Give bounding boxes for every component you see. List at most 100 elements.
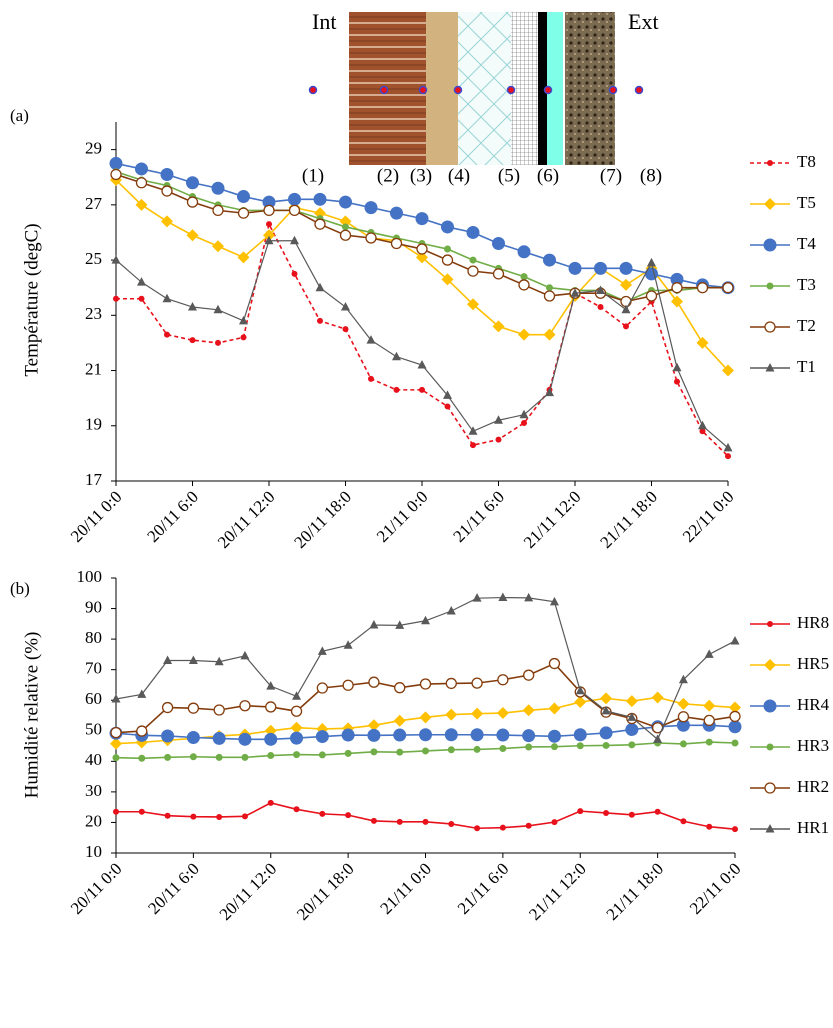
y-tick-label: 27 bbox=[85, 194, 103, 213]
marker bbox=[343, 680, 353, 690]
marker bbox=[543, 254, 556, 267]
marker bbox=[188, 197, 198, 207]
marker bbox=[240, 701, 250, 711]
marker bbox=[549, 659, 559, 669]
marker bbox=[367, 729, 380, 742]
wall-section: Int Ext bbox=[310, 9, 659, 165]
marker bbox=[652, 691, 664, 703]
marker bbox=[266, 221, 272, 227]
marker bbox=[394, 387, 400, 393]
marker bbox=[705, 649, 714, 658]
marker bbox=[703, 700, 715, 712]
marker bbox=[139, 809, 145, 815]
marker bbox=[623, 323, 629, 329]
sensor bbox=[420, 87, 427, 94]
marker bbox=[339, 196, 352, 209]
marker bbox=[237, 190, 250, 203]
marker bbox=[474, 825, 480, 831]
marker bbox=[161, 168, 174, 181]
layer-label: (2) bbox=[377, 165, 399, 186]
marker bbox=[647, 291, 657, 301]
marker bbox=[470, 442, 476, 448]
x-tick-label: 21/11 12:0 bbox=[520, 487, 585, 552]
marker bbox=[545, 291, 555, 301]
legend-label: T8 bbox=[797, 152, 816, 171]
legend-label: HR8 bbox=[797, 613, 829, 632]
marker bbox=[645, 267, 658, 280]
marker bbox=[704, 715, 714, 725]
x-tick-label: 20/11 0:0 bbox=[67, 487, 126, 546]
marker bbox=[574, 728, 587, 741]
y-tick-label: 50 bbox=[85, 720, 102, 739]
marker bbox=[471, 708, 483, 720]
sensor bbox=[636, 87, 643, 94]
chart: (b)Humidité relative (%)1020304050607080… bbox=[10, 567, 830, 924]
series bbox=[112, 236, 733, 452]
marker bbox=[551, 743, 558, 750]
marker bbox=[499, 745, 506, 752]
marker bbox=[290, 732, 303, 745]
y-tick-label: 20 bbox=[85, 811, 102, 830]
x-tick-label: 21/11 18:0 bbox=[602, 859, 667, 924]
y-tick-label: 21 bbox=[85, 359, 102, 378]
marker bbox=[161, 215, 173, 227]
marker bbox=[600, 692, 612, 704]
marker bbox=[186, 176, 199, 189]
marker bbox=[725, 453, 731, 459]
series-line bbox=[116, 174, 728, 301]
marker bbox=[214, 705, 224, 715]
y-tick-label: 80 bbox=[85, 628, 102, 647]
marker bbox=[724, 443, 733, 452]
marker bbox=[343, 326, 349, 332]
legend-marker bbox=[767, 744, 774, 751]
layer-label: (6) bbox=[537, 165, 559, 186]
y-tick-label: 29 bbox=[85, 139, 102, 158]
marker bbox=[522, 729, 535, 742]
y-tick-label: 23 bbox=[85, 304, 102, 323]
marker bbox=[546, 284, 553, 291]
marker bbox=[732, 740, 739, 747]
marker bbox=[524, 593, 533, 602]
marker bbox=[345, 812, 351, 818]
y-axis-title: Humidité relative (%) bbox=[21, 632, 42, 799]
legend-label: HR1 bbox=[797, 818, 829, 837]
marker bbox=[680, 740, 687, 747]
marker bbox=[467, 226, 480, 239]
legend-entry: HR4 bbox=[750, 695, 830, 714]
outside-label: Ext bbox=[628, 9, 659, 34]
x-tick-label: 20/11 12:0 bbox=[214, 487, 279, 552]
marker bbox=[603, 810, 609, 816]
legend-entry: HR2 bbox=[750, 777, 829, 796]
legend-marker bbox=[767, 283, 774, 290]
legend-label: HR3 bbox=[797, 736, 829, 755]
series bbox=[113, 739, 739, 762]
marker bbox=[498, 675, 508, 685]
marker bbox=[518, 329, 530, 341]
legend-entry: HR1 bbox=[750, 818, 829, 837]
marker bbox=[190, 337, 196, 343]
marker bbox=[569, 262, 582, 275]
legend-entry: T4 bbox=[750, 234, 816, 253]
marker bbox=[674, 379, 680, 385]
marker bbox=[165, 813, 171, 819]
marker bbox=[698, 283, 708, 293]
x-tick-label: 21/11 18:0 bbox=[596, 487, 661, 552]
marker bbox=[548, 702, 560, 714]
marker bbox=[620, 279, 632, 291]
marker bbox=[620, 262, 633, 275]
marker bbox=[680, 818, 686, 824]
marker bbox=[316, 283, 325, 292]
marker bbox=[603, 742, 610, 749]
marker bbox=[369, 620, 378, 629]
x-tick-label: 20/11 18:0 bbox=[290, 487, 355, 552]
marker bbox=[264, 205, 274, 215]
marker bbox=[677, 698, 689, 710]
marker bbox=[138, 755, 145, 762]
marker bbox=[290, 236, 299, 245]
legend-entry: T5 bbox=[750, 193, 816, 212]
legend-entry: T2 bbox=[750, 316, 816, 335]
layer-wood bbox=[426, 12, 458, 165]
marker bbox=[548, 730, 561, 743]
series-line bbox=[116, 180, 728, 371]
marker bbox=[341, 230, 351, 240]
